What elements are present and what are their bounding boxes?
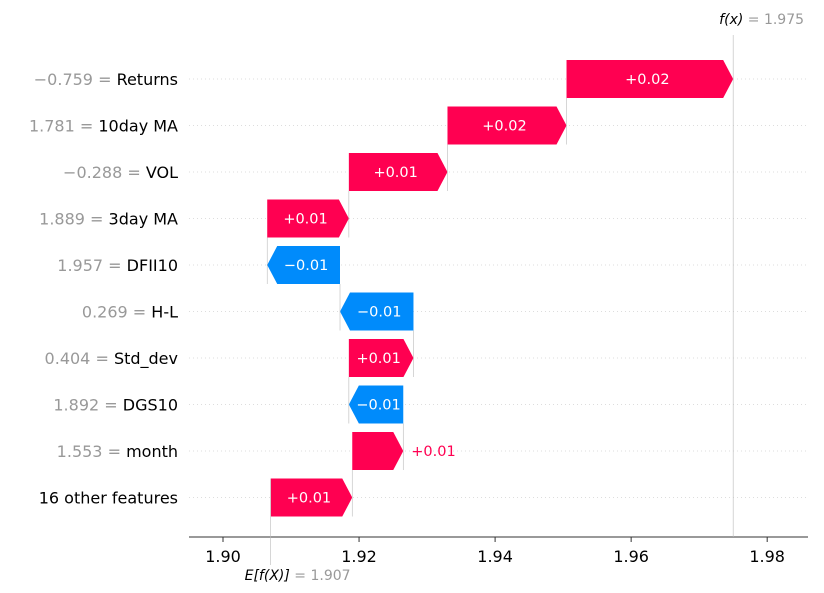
positive-contribution-bar xyxy=(566,60,734,98)
feature-value: 1.892 = xyxy=(53,396,122,415)
feature-value: 0.269 = xyxy=(82,303,151,322)
feature-value: 0.404 = xyxy=(45,349,114,368)
feature-value: 1.553 = xyxy=(57,442,126,461)
fx-label: f(x) xyxy=(719,12,748,28)
feature-value: −0.759 = xyxy=(34,70,117,89)
data-label: +0.02 xyxy=(482,119,526,135)
expected-value-label: E[f(X)] xyxy=(245,568,295,584)
negative-contribution-bar xyxy=(348,385,404,424)
data-label: +0.01 xyxy=(356,351,400,367)
feature-value: 1.889 = xyxy=(39,210,108,229)
feature-name: Returns xyxy=(117,70,178,89)
data-label: +0.01 xyxy=(283,212,327,228)
feature-label: 1.892 = DGS10 xyxy=(53,396,178,415)
feature-name: 10day MA xyxy=(98,117,178,136)
data-label: −0.01 xyxy=(284,258,328,274)
contribution-bars: +0.02 +0.02 +0.01 +0.01 −0.01 −0.01 +0.01 −0.01… xyxy=(266,60,734,517)
x-tick-label: 1.96 xyxy=(613,547,649,566)
data-label: +0.01 xyxy=(373,165,417,181)
data-label: −0.01 xyxy=(356,398,400,414)
feature-label: 0.404 = Std_dev xyxy=(45,349,178,369)
positive-contribution-bar xyxy=(447,106,567,145)
feature-label: 1.957 = DFII10 xyxy=(57,256,178,275)
data-label: +0.01 xyxy=(287,491,331,507)
feature-value: 1.957 = xyxy=(57,256,126,275)
feature-name: DFII10 xyxy=(127,256,178,275)
feature-label: 1.553 = month xyxy=(57,442,178,461)
feature-name: H-L xyxy=(151,303,178,322)
negative-contribution-bar xyxy=(340,292,414,331)
x-tick-label: 1.92 xyxy=(341,547,377,566)
data-label: −0.01 xyxy=(357,305,401,321)
feature-name: Std_dev xyxy=(114,349,178,369)
data-label: +0.02 xyxy=(625,72,669,88)
expected-value-annotation: E[f(X)] = 1.907 xyxy=(245,568,351,584)
expected-value-number: = 1.907 xyxy=(294,568,350,584)
feature-rows: −0.759 = Returns 1.781 = 10day MA −0.288 =… xyxy=(29,70,808,508)
fx-annotation: f(x) = 1.975 xyxy=(719,12,804,28)
feature-name: DGS10 xyxy=(123,396,178,415)
negative-contribution-bar xyxy=(267,246,341,284)
feature-name: 3day MA xyxy=(109,210,179,229)
feature-label: 0.269 = H-L xyxy=(82,303,178,322)
positive-contribution-bar xyxy=(348,339,414,377)
feature-value: 1.781 = xyxy=(29,117,98,136)
expected-value-annotations: f(x) = 1.975 E[f(X)] = 1.907 xyxy=(245,12,804,584)
positive-contribution-bar xyxy=(348,153,448,191)
data-label: +0.01 xyxy=(411,444,455,460)
x-axis: 1.90 1.92 1.94 1.96 1.98 xyxy=(189,536,808,566)
positive-contribution-bar xyxy=(267,199,349,238)
feature-label: −0.288 = VOL xyxy=(63,163,178,182)
x-tick-label: 1.90 xyxy=(205,547,241,566)
feature-label: 1.889 = 3day MA xyxy=(39,210,178,229)
positive-contribution-bar xyxy=(270,478,353,517)
feature-value: −0.288 = xyxy=(63,163,146,182)
feature-name: VOL xyxy=(146,163,178,182)
x-tick-label: 1.98 xyxy=(749,547,785,566)
feature-label: 1.781 = 10day MA xyxy=(29,117,178,136)
fx-value: = 1.975 xyxy=(748,12,804,28)
feature-name: month xyxy=(126,442,178,461)
positive-contribution-bar xyxy=(352,432,404,470)
feature-name: 16 other features xyxy=(39,489,178,508)
feature-label: −0.759 = Returns xyxy=(34,70,178,89)
feature-label: 16 other features xyxy=(39,489,178,508)
x-tick-label: 1.94 xyxy=(477,547,513,566)
